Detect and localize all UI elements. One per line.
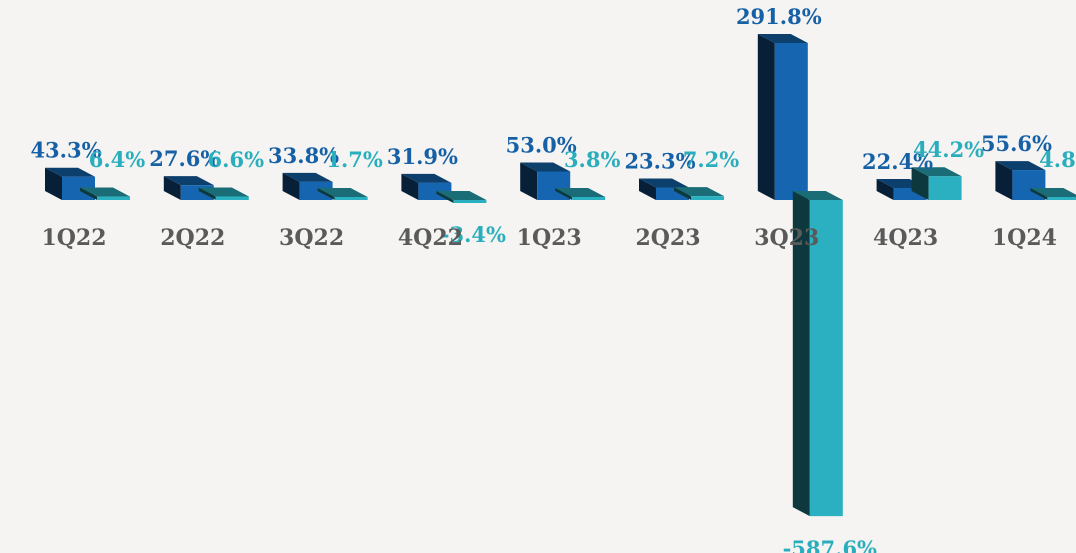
bar-1Q22-series1: [45, 167, 95, 200]
bar-1Q22-series2: [80, 187, 130, 200]
value-label-2Q22-series2: 6.6%: [208, 147, 265, 172]
bar-2Q22-series2: [198, 187, 249, 200]
bar-1Q23-series2: [555, 188, 606, 200]
category-label-1Q24: 1Q24: [992, 225, 1057, 251]
value-label-1Q24-series1: 55.6%: [981, 131, 1052, 156]
value-label-4Q22-series2: -3.4%: [441, 222, 506, 247]
value-label-2Q23-series2: 7.2%: [683, 147, 740, 172]
value-label-1Q22-series1: 43.3%: [30, 138, 101, 163]
bar-1Q24-series2: [1030, 188, 1076, 200]
bar-2Q23-series2: [674, 187, 724, 200]
value-label-4Q23-series2: 44.2%: [913, 137, 984, 162]
value-label-1Q22-series2: 6.4%: [89, 147, 146, 172]
bar-3Q22-series1: [282, 172, 333, 200]
category-label-4Q23: 4Q23: [873, 225, 938, 251]
category-label-2Q22: 2Q22: [160, 225, 225, 251]
bar-4Q22-series2: [436, 191, 487, 203]
value-label-1Q24-series2: 4.8%: [1039, 147, 1076, 172]
bar-1Q23-series1: [520, 162, 571, 200]
value-label-1Q23-series2: 3.8%: [564, 147, 621, 172]
category-label-2Q23: 2Q23: [635, 225, 700, 251]
category-label-1Q22: 1Q22: [41, 225, 106, 251]
bar-3Q22-series2: [317, 188, 368, 200]
value-label-3Q23-series2: -587.6%: [783, 536, 877, 553]
bar-4Q23-series2: [911, 167, 962, 200]
bar-1Q24-series1: [995, 161, 1046, 200]
value-label-4Q23-series1: 22.4%: [862, 149, 933, 174]
value-label-1Q23-series1: 53.0%: [506, 132, 577, 157]
category-label-1Q23: 1Q23: [517, 225, 582, 251]
bar-4Q22-series1: [401, 173, 452, 200]
value-label-3Q22-series2: 1.7%: [326, 147, 383, 172]
category-label-3Q22: 3Q22: [279, 225, 344, 251]
bar-3Q23-series1: [757, 34, 808, 200]
bar-3Q23-series2: [792, 191, 843, 517]
category-label-4Q22: 4Q22: [398, 225, 463, 251]
value-label-2Q23-series1: 23.3%: [624, 148, 695, 173]
value-label-3Q23-series1: 291.8%: [736, 4, 822, 29]
value-label-3Q22-series1: 33.8%: [268, 143, 339, 168]
value-label-4Q22-series1: 31.9%: [387, 144, 458, 169]
category-label-3Q23: 3Q23: [754, 225, 819, 251]
value-label-2Q22-series1: 27.6%: [149, 146, 220, 171]
